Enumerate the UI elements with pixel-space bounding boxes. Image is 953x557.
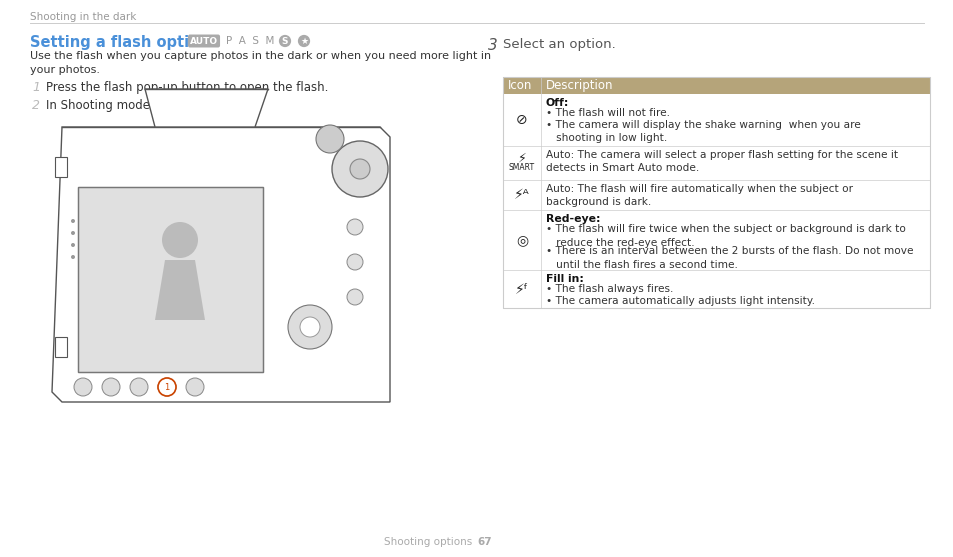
Text: Icon: Icon <box>507 79 532 92</box>
Text: Use the flash when you capture photos in the dark or when you need more light in: Use the flash when you capture photos in… <box>30 51 491 75</box>
Bar <box>502 77 929 308</box>
Text: Shooting in the dark: Shooting in the dark <box>30 12 136 22</box>
Text: Off:: Off: <box>545 98 569 108</box>
Bar <box>55 157 67 177</box>
Circle shape <box>186 378 204 396</box>
Circle shape <box>71 219 75 223</box>
Circle shape <box>347 254 363 270</box>
Bar <box>502 180 929 210</box>
Circle shape <box>332 141 388 197</box>
Text: Red-eye:: Red-eye: <box>545 214 599 224</box>
Text: 67: 67 <box>476 537 491 547</box>
Text: ◎: ◎ <box>516 233 528 247</box>
Text: In Shooting mode, press [⚡].: In Shooting mode, press [⚡]. <box>46 99 214 112</box>
Circle shape <box>158 378 175 396</box>
Bar <box>78 187 263 372</box>
Text: ⊘: ⊘ <box>516 113 527 127</box>
Circle shape <box>350 159 370 179</box>
Text: Select an option.: Select an option. <box>502 38 615 51</box>
Bar <box>502 270 929 308</box>
Circle shape <box>74 378 91 396</box>
Text: 2: 2 <box>32 99 40 112</box>
Text: SMART: SMART <box>508 164 535 173</box>
Circle shape <box>347 289 363 305</box>
Bar <box>78 187 263 372</box>
Circle shape <box>162 222 198 258</box>
Text: • The flash will not fire.: • The flash will not fire. <box>545 109 669 119</box>
Bar <box>502 94 929 146</box>
Circle shape <box>71 255 75 259</box>
Circle shape <box>71 243 75 247</box>
Bar <box>502 77 929 94</box>
Text: 3: 3 <box>488 38 497 53</box>
Text: Setting a flash option: Setting a flash option <box>30 35 210 50</box>
Circle shape <box>102 378 120 396</box>
Text: Fill in:: Fill in: <box>545 274 583 284</box>
Circle shape <box>299 317 319 337</box>
Bar <box>55 337 67 357</box>
Text: ⚡: ⚡ <box>517 152 526 164</box>
Text: Press the flash pop-up button to open the flash.: Press the flash pop-up button to open th… <box>46 81 328 94</box>
Circle shape <box>347 219 363 235</box>
Text: • The flash always fires.: • The flash always fires. <box>545 285 673 295</box>
Text: Shooting options: Shooting options <box>383 537 472 547</box>
Text: Auto: The camera will select a proper flash setting for the scene it
detects in : Auto: The camera will select a proper fl… <box>545 150 897 173</box>
Bar <box>502 210 929 270</box>
Text: • The flash will fire twice when the subject or background is dark to
   reduce : • The flash will fire twice when the sub… <box>545 224 905 248</box>
Text: ⚡ᴬ: ⚡ᴬ <box>514 188 529 202</box>
Polygon shape <box>52 127 390 402</box>
Polygon shape <box>154 260 205 320</box>
Text: • There is an interval between the 2 bursts of the flash. Do not move
   until t: • There is an interval between the 2 bur… <box>545 247 913 270</box>
Text: 1: 1 <box>164 383 170 392</box>
Text: ★: ★ <box>299 37 308 46</box>
Text: • The camera automatically adjusts light intensity.: • The camera automatically adjusts light… <box>545 296 814 306</box>
Text: 1: 1 <box>32 81 40 94</box>
Text: Description: Description <box>545 79 613 92</box>
Polygon shape <box>145 89 268 127</box>
Text: S: S <box>281 37 288 46</box>
Circle shape <box>315 125 344 153</box>
Circle shape <box>158 378 175 396</box>
Circle shape <box>288 305 332 349</box>
Text: AUTO: AUTO <box>190 37 218 46</box>
Text: Auto: The flash will fire automatically when the subject or
background is dark.: Auto: The flash will fire automatically … <box>545 184 852 207</box>
Bar <box>502 146 929 180</box>
Text: P  A  S  M: P A S M <box>226 36 274 46</box>
Circle shape <box>130 378 148 396</box>
Circle shape <box>71 231 75 235</box>
Text: • The camera will display the shake warning  when you are
   shooting in low lig: • The camera will display the shake warn… <box>545 120 860 143</box>
Text: ⚡ᶠ: ⚡ᶠ <box>515 282 529 296</box>
